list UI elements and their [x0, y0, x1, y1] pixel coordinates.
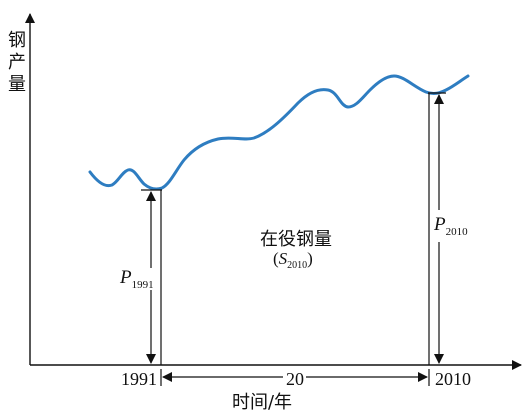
y-axis-label-char-2: 产	[8, 52, 26, 73]
p1991-label: P1991	[119, 267, 154, 291]
year-2010-label: 2010	[435, 369, 471, 389]
p1991-subscript: 1991	[132, 279, 154, 291]
p2010-label: P2010	[433, 214, 468, 238]
stock-open-paren: (	[273, 249, 279, 268]
p2010-subscript: 2010	[446, 226, 469, 238]
y-axis-label-char-1: 钢	[8, 30, 26, 51]
p2010-symbol: P	[433, 214, 446, 235]
y-axis-label-char-3: 量	[8, 74, 26, 95]
stock-formula: (S2010)	[273, 249, 313, 271]
p1991-symbol: P	[119, 267, 132, 288]
x-axis-label: 时间/年	[232, 392, 292, 413]
stock-symbol: S	[279, 249, 288, 268]
stock-close-paren: )	[307, 249, 313, 268]
steel-production-curve	[88, 74, 470, 191]
year-1991-label: 1991	[121, 369, 157, 389]
center-label: 在役钢量	[260, 229, 332, 250]
stock-subscript: 2010	[287, 260, 307, 271]
interval-label: 20	[286, 369, 304, 389]
